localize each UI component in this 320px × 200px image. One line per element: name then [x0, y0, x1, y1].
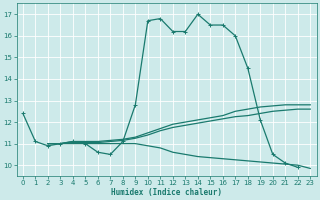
X-axis label: Humidex (Indice chaleur): Humidex (Indice chaleur)	[111, 188, 222, 197]
